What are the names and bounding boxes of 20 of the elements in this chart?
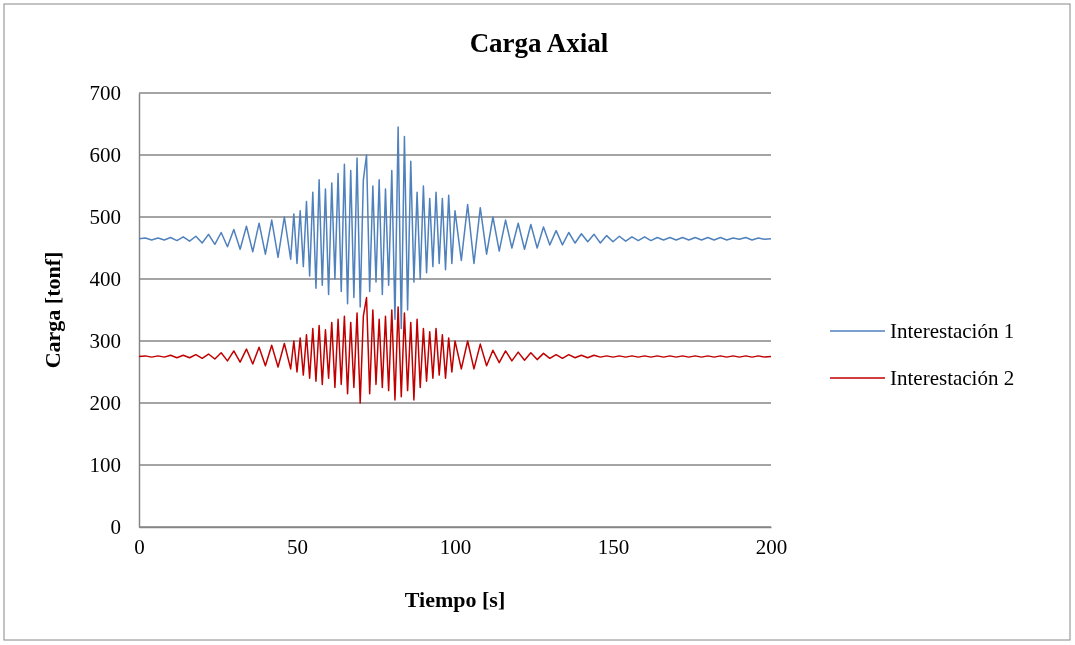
x-tick-label: 50 [287,534,308,559]
y-tick-label: 200 [89,391,121,416]
y-tick-label: 500 [89,205,121,230]
x-tick-label: 150 [597,534,630,559]
y-tick-label: 100 [89,453,121,478]
x-axis-title: Tiempo [s] [404,587,506,612]
line-series [138,296,772,404]
y-tick-label: 600 [89,143,121,168]
legend-label: Interestación 1 [890,319,1015,343]
y-tick-label: 300 [89,329,121,354]
y-tick-label: 400 [89,267,121,292]
x-tick-label: 0 [134,534,145,559]
x-tick-label: 200 [755,534,788,559]
chart-title: Carga Axial [469,28,609,58]
y-tick-label: 0 [110,515,121,540]
y-tick-label: 700 [89,81,121,106]
x-tick-label: 100 [439,534,472,559]
line-series [138,126,772,330]
y-axis-title: Carga [tonf] [40,251,65,369]
legend-label: Interestación 2 [890,366,1015,390]
